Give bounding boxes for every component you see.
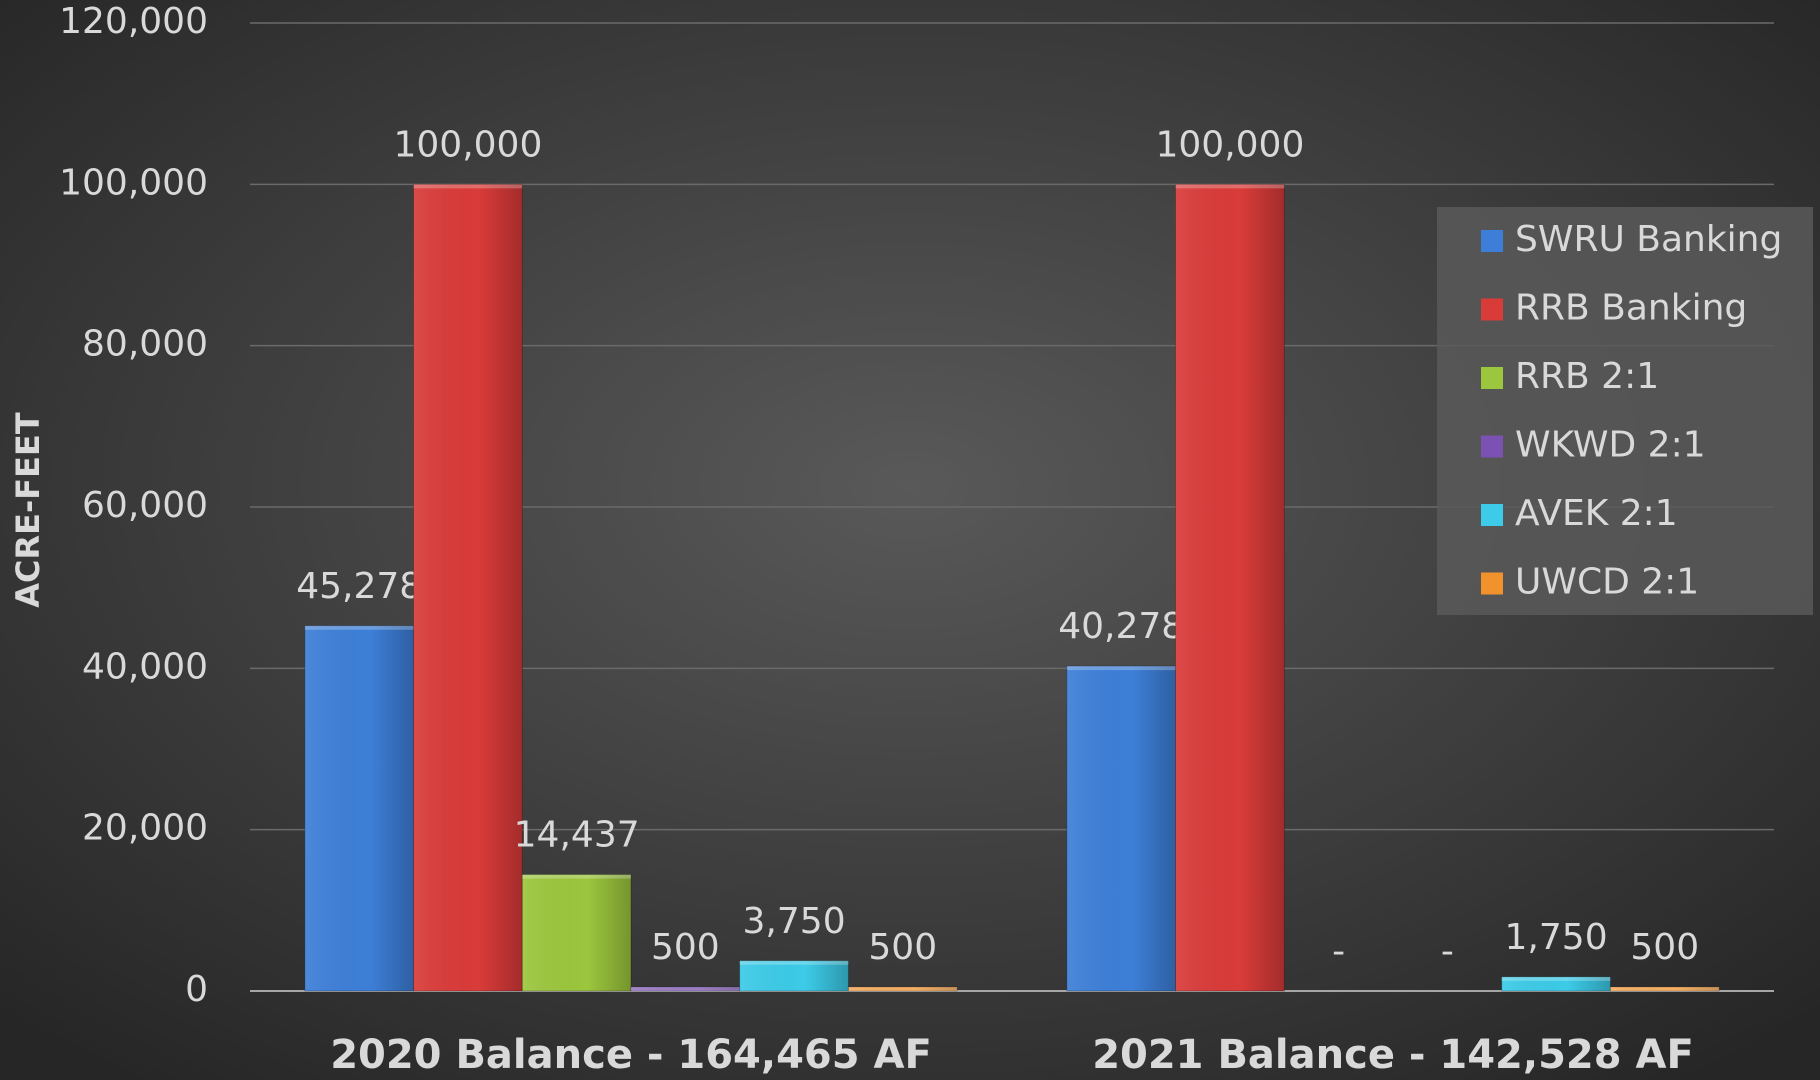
legend-swatch	[1481, 367, 1503, 389]
legend-box	[1437, 207, 1813, 615]
bar-cap	[631, 986, 740, 991]
legend-label: AVEK 2:1	[1515, 493, 1678, 534]
data-label: 500	[1630, 927, 1699, 968]
data-label: 500	[868, 927, 937, 968]
legend-label: SWRU Banking	[1515, 219, 1782, 260]
bar-shade	[631, 986, 740, 991]
bar-shade	[1175, 184, 1285, 992]
x-tick-label: 2020 Balance - 164,465 AF	[330, 1032, 932, 1078]
bar-cap	[413, 184, 523, 189]
y-tick-label: 80,000	[82, 324, 208, 365]
bar-shade	[739, 960, 849, 991]
bar-shade	[1501, 976, 1611, 991]
data-label: 100,000	[1155, 124, 1304, 165]
bar-cap	[1175, 184, 1285, 189]
legend-swatch	[1481, 504, 1503, 526]
bar-shade	[522, 874, 631, 991]
y-axis-label: ACRE-FEET	[9, 412, 47, 608]
y-tick-label: 0	[185, 969, 208, 1010]
data-label: 100,000	[393, 124, 542, 165]
y-tick-label: 100,000	[59, 162, 208, 203]
bar-cap	[1610, 986, 1720, 991]
legend-label: WKWD 2:1	[1515, 425, 1706, 466]
legend-swatch	[1481, 298, 1503, 321]
data-label: -	[1332, 931, 1345, 972]
bar-shade	[413, 184, 523, 992]
bar-shade	[1066, 666, 1176, 991]
bar-cap	[304, 625, 414, 630]
bar-cap	[522, 874, 631, 879]
bar-shade	[1610, 986, 1720, 991]
bar-cap	[1501, 976, 1611, 981]
legend-label: RRB 2:1	[1515, 356, 1659, 397]
bar-cap	[739, 960, 849, 965]
bar-shade	[304, 625, 414, 991]
bar-cap	[1066, 666, 1176, 671]
legend-swatch	[1481, 572, 1503, 595]
data-label: 3,750	[743, 901, 846, 942]
bar-cap	[848, 986, 958, 991]
y-tick-label: 120,000	[59, 1, 208, 42]
data-label: -	[1441, 931, 1454, 972]
legend-label: RRB Banking	[1515, 288, 1747, 329]
legend-swatch	[1481, 230, 1503, 252]
y-tick-label: 20,000	[82, 808, 208, 849]
y-tick-label: 40,000	[82, 646, 208, 687]
legend-swatch	[1481, 435, 1503, 458]
data-label: 40,278	[1058, 606, 1184, 647]
x-tick-label: 2021 Balance - 142,528 AF	[1092, 1032, 1694, 1078]
legend-label: UWCD 2:1	[1515, 562, 1699, 603]
bar-shade	[848, 986, 958, 991]
data-label: 14,437	[514, 815, 640, 856]
y-tick-label: 60,000	[82, 485, 208, 526]
data-label: 1,750	[1505, 917, 1608, 958]
data-label: 500	[651, 927, 720, 968]
data-label: 45,278	[296, 566, 422, 607]
